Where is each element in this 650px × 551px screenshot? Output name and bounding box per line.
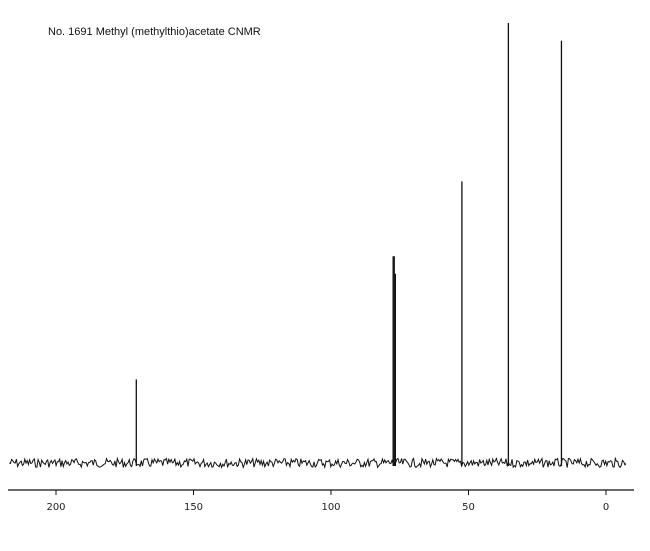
x-tick-label-1: 150: [184, 502, 203, 513]
x-tick-label-4: 0: [603, 502, 609, 513]
x-tick-label-3: 50: [462, 502, 475, 513]
x-tick-label-0: 200: [46, 502, 65, 513]
peaks: [135, 23, 563, 466]
baseline-noise: [9, 456, 627, 470]
x-tick-label-2: 100: [321, 502, 340, 513]
baseline-trace: [9, 456, 627, 470]
x-axis-ticks: 200 150 100 50 0: [46, 490, 609, 513]
chart-title: No. 1691 Methyl (methylthio)acetate CNMR: [48, 26, 261, 38]
